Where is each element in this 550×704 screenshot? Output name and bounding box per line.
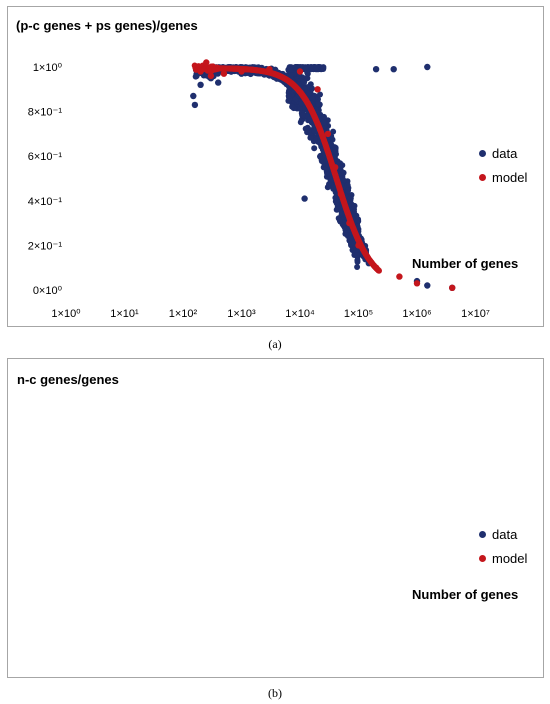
model-point bbox=[314, 86, 321, 93]
model-point bbox=[220, 70, 228, 77]
chart-a-plot: 0×10⁰ 2×10⁻¹ 4×10⁻¹ 6×10⁻¹ 8×10⁻¹ 1×10⁰ 1×10⁰ 1… bbox=[28, 59, 490, 320]
x-tick-label: 1×10⁵ bbox=[344, 308, 373, 320]
data-point bbox=[197, 81, 204, 89]
data-point bbox=[307, 134, 314, 141]
y-tick-label: 8×10⁻¹ bbox=[28, 107, 63, 119]
data-point bbox=[330, 184, 337, 191]
model-point bbox=[449, 284, 456, 291]
x-tick-label: 1×10⁴ bbox=[285, 308, 315, 320]
data-point bbox=[191, 101, 199, 109]
data-point bbox=[424, 63, 431, 71]
data-point bbox=[313, 64, 320, 71]
model-point bbox=[203, 59, 210, 66]
model-point bbox=[346, 219, 353, 227]
data-point bbox=[300, 112, 306, 119]
data-point bbox=[390, 66, 397, 73]
data-point bbox=[354, 264, 361, 270]
y-tick-label: 2×10⁻¹ bbox=[28, 240, 63, 252]
data-point bbox=[354, 257, 361, 264]
y-tick-label: 1×10⁰ bbox=[33, 62, 63, 74]
x-tick-label: 1×10³ bbox=[227, 308, 256, 320]
data-point bbox=[320, 119, 327, 126]
data-point bbox=[335, 206, 342, 213]
data-point bbox=[288, 71, 295, 78]
chart-panel-a bbox=[7, 6, 544, 327]
y-tick-label: 4×10⁻¹ bbox=[28, 196, 63, 208]
model-point bbox=[266, 66, 273, 73]
data-point bbox=[285, 93, 292, 99]
data-point bbox=[302, 125, 309, 132]
data-point bbox=[311, 128, 318, 135]
model-point bbox=[296, 68, 304, 75]
data-point bbox=[302, 66, 309, 73]
x-tick-label: 1×10⁷ bbox=[461, 308, 490, 320]
data-point bbox=[324, 184, 331, 191]
data-point bbox=[336, 217, 343, 224]
model-point bbox=[238, 68, 245, 75]
x-tick-label: 1×10⁰ bbox=[51, 308, 81, 320]
data-point bbox=[304, 75, 311, 82]
data-point bbox=[332, 145, 339, 152]
y-tick-label: 0×10⁰ bbox=[33, 285, 63, 297]
data-point bbox=[354, 251, 360, 258]
model-point bbox=[332, 164, 339, 171]
x-tick-label: 1×10² bbox=[169, 308, 198, 320]
data-point bbox=[321, 113, 327, 120]
model-point bbox=[324, 130, 332, 138]
model-point bbox=[207, 72, 215, 80]
data-point bbox=[289, 103, 296, 110]
model-point bbox=[355, 242, 362, 249]
data-point bbox=[287, 66, 294, 73]
data-point bbox=[215, 79, 222, 86]
data-point bbox=[317, 91, 323, 98]
data-point bbox=[311, 145, 318, 152]
data-point bbox=[190, 92, 197, 100]
data-point bbox=[347, 195, 354, 202]
data-point bbox=[315, 101, 321, 108]
data-point bbox=[355, 216, 362, 223]
data-point bbox=[372, 66, 380, 73]
x-tick-label: 1×10⁶ bbox=[402, 308, 431, 320]
data-point bbox=[317, 153, 323, 160]
y-tick-label: 6×10⁻¹ bbox=[28, 151, 63, 163]
model-point bbox=[372, 264, 380, 271]
model-point bbox=[396, 273, 403, 280]
model-point bbox=[197, 68, 204, 75]
model-point bbox=[413, 280, 421, 287]
data-point bbox=[348, 240, 355, 247]
data-point bbox=[424, 282, 431, 289]
data-point bbox=[320, 65, 327, 72]
data-point bbox=[345, 187, 352, 194]
x-tick-label: 1×10¹ bbox=[110, 308, 139, 320]
model-point bbox=[337, 190, 345, 198]
data-point bbox=[301, 195, 308, 202]
